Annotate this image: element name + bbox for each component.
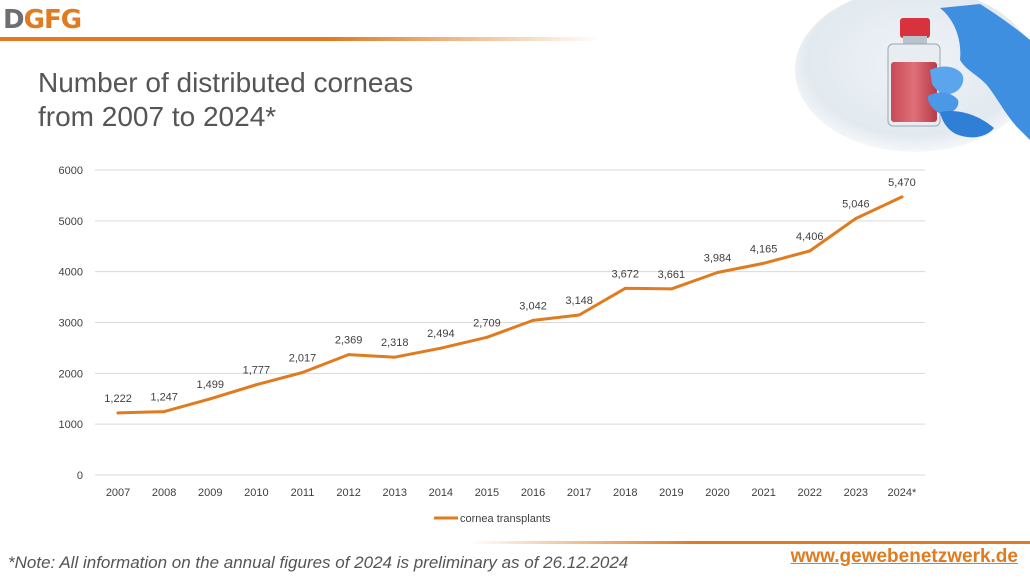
data-label: 3,148 [565,295,593,307]
data-label: 3,672 [612,268,640,280]
data-point [301,370,304,374]
data-label: 4,406 [796,231,824,243]
data-point [716,270,719,274]
data-label: 1,499 [197,379,225,391]
series [116,195,904,415]
data-point [393,355,397,359]
x-tick-label: 2019 [659,487,683,499]
data-label: 2,369 [335,335,363,347]
data-label: 3,042 [519,300,547,312]
data-point [854,216,858,220]
x-tick-label: 2011 [291,487,315,499]
data-label: 2,494 [427,328,455,340]
y-tick-label: 4000 [59,267,83,279]
data-point [208,397,212,401]
y-tick-label: 3000 [59,318,83,330]
data-label: 2,709 [473,317,501,329]
series-line-cornea-transplants [116,195,904,415]
logo-letter-g2: G [60,5,82,35]
x-tick-label: 2008 [152,487,176,499]
data-point [485,335,489,339]
x-tick-label: 2018 [613,487,637,499]
data-point [762,261,766,265]
data-label: 3,661 [658,269,686,281]
gridlines [95,169,925,476]
data-point [623,286,627,290]
slide-title-line2: from 2007 to 2024* [38,101,277,132]
y-axis-ticks: 0 1000 2000 3000 4000 5000 6000 [59,165,83,482]
logo-letter-g: G [23,5,45,35]
data-label: 1,247 [150,392,178,404]
legend: cornea transplants [434,513,551,525]
x-tick-label: 2017 [567,487,591,499]
x-tick-label: 2021 [751,487,775,499]
data-label: 4,165 [750,243,778,255]
x-tick-label: 2010 [244,487,268,499]
data-point [531,318,535,322]
y-tick-label: 0 [77,470,83,482]
x-tick-label: 2007 [106,487,130,499]
x-tick-label: 2014 [429,487,453,499]
legend-label: cornea transplants [460,513,551,525]
data-point [669,287,673,291]
data-point [116,411,120,415]
data-point [439,346,443,350]
website-link[interactable]: www.gewebenetzwerk.de [790,546,1018,567]
logo-letter-f: F [43,5,62,35]
x-tick-label: 2013 [382,487,406,499]
data-label: 1,777 [243,365,271,377]
footer-accent-bar [470,541,1030,544]
x-tick-label: 2012 [336,487,360,499]
data-point [808,249,812,253]
data-labels: 1,222 1,247 1,499 1,777 2,017 2,369 2,318 2,494… [104,177,915,405]
x-axis-ticks: 2007 2008 2009 2010 2011 2012 2013 2014 2015 2016… [106,487,917,499]
data-point [900,195,904,199]
data-point [347,353,351,357]
x-tick-label: 2009 [198,487,222,499]
data-label: 1,222 [104,393,132,405]
x-tick-label: 2024* [888,487,917,499]
data-label: 5,470 [888,177,916,189]
header-accent-bar [0,37,600,41]
dgfg-logo: DGFG [3,5,82,35]
y-tick-label: 5000 [59,216,83,228]
slide-title: Number of distributed corneas from 2007 … [38,66,413,134]
data-label: 2,318 [381,337,409,349]
y-tick-label: 6000 [59,165,83,177]
y-tick-label: 2000 [59,368,83,380]
x-tick-label: 2016 [521,487,545,499]
data-point [254,383,258,387]
preliminary-note: *Note: All information on the annual fig… [8,553,629,572]
x-tick-label: 2020 [705,487,729,499]
x-tick-label: 2023 [844,487,868,499]
slide-title-line1: Number of distributed corneas [38,67,414,98]
logo-letter-d: D [3,5,25,35]
data-label: 2,017 [289,352,317,364]
data-label: 3,984 [704,252,732,264]
data-point [162,410,166,414]
lab-photo [795,0,1030,152]
x-tick-label: 2015 [475,487,499,499]
data-point [577,313,581,317]
x-tick-label: 2022 [797,487,821,499]
y-tick-label: 1000 [59,419,83,431]
data-label: 5,046 [842,198,870,210]
